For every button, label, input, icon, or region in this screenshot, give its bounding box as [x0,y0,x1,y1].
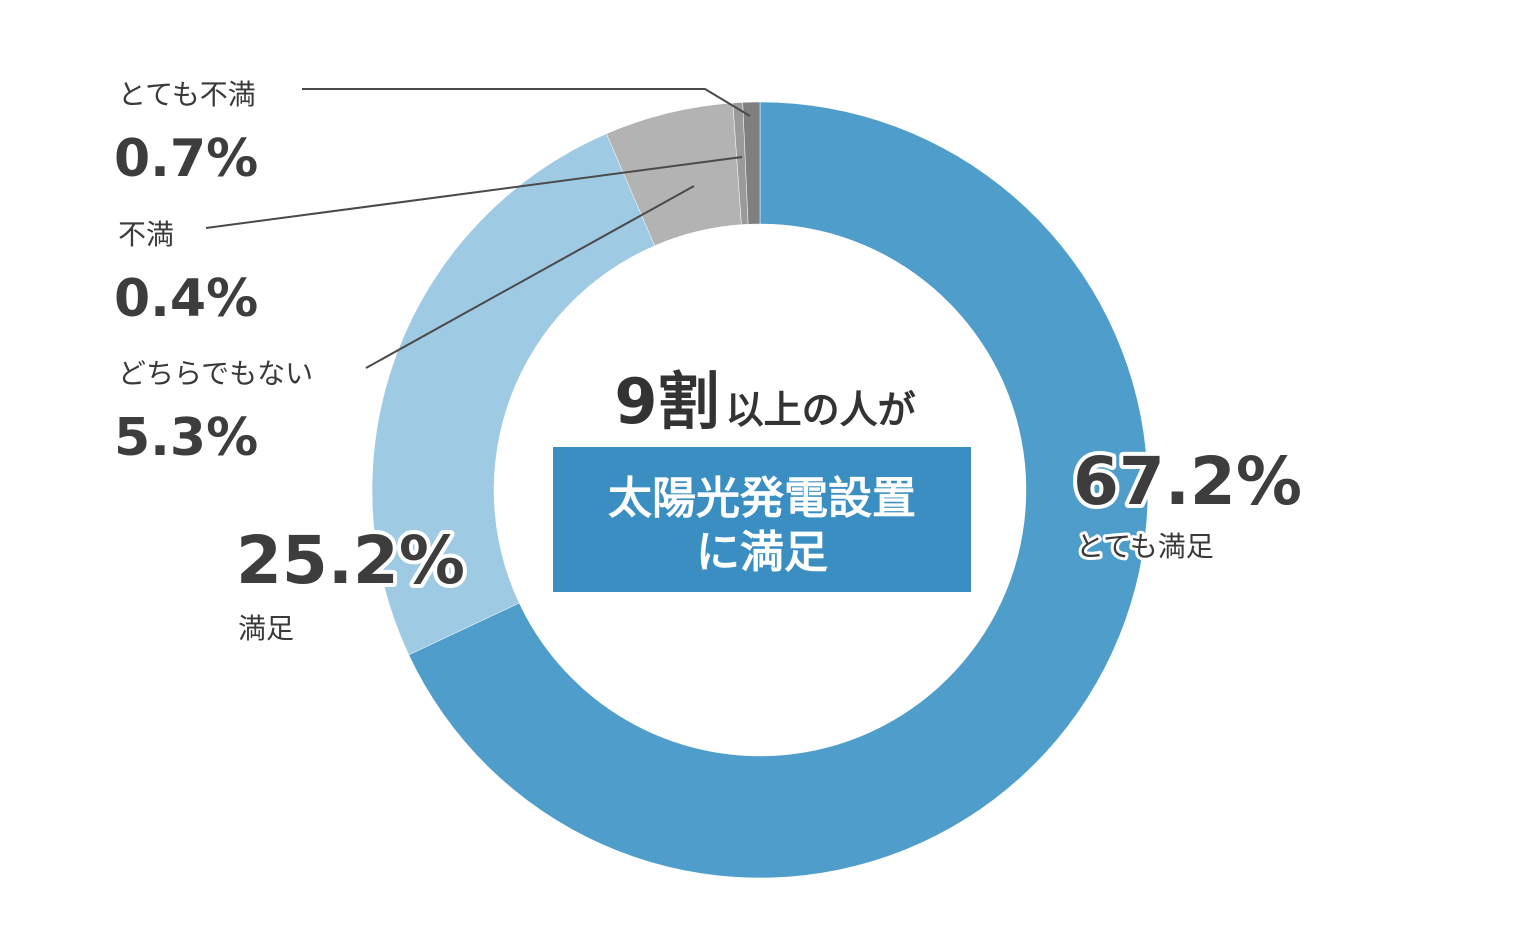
label-manzoku-name: 満足 [238,612,294,645]
donut-slices [371,101,1149,879]
leader-line-totemo-fuman [302,88,751,117]
center-headline: 9割 以上の人が [614,365,915,438]
center-box [553,447,971,592]
label-totemo-manzoku: 67.2% とても満足 [1069,439,1306,566]
label-manzoku-value: 25.2% [236,522,465,599]
label-totemo-fuman-value: 0.7% [114,129,258,189]
leader-lines [205,88,751,369]
label-fuman: 不満 0.4% [114,218,258,329]
label-dochira: どちらでもない 5.3% [114,357,313,468]
center-message: 9割 以上の人が 太陽光発電設置 に満足 [553,365,971,592]
label-totemo-manzoku-value: 67.2% [1073,443,1302,520]
leader-line-dochira [365,185,695,369]
label-totemo-fuman: とても不満 0.7% [114,78,258,189]
center-box-line-1: 太陽光発電設置 [608,473,916,524]
label-manzoku: 25.2% 満足 [232,518,469,648]
label-fuman-value: 0.4% [114,269,258,329]
label-totemo-fuman-name: とても不満 [118,78,256,111]
leader-line-fuman [205,156,743,229]
center-box-line-2: に満足 [696,527,828,578]
label-fuman-name: 不満 [118,218,174,251]
center-emphasis: 9割 [614,365,719,438]
label-totemo-manzoku-name: とても満足 [1076,530,1214,563]
slice-4-とても不満 [742,101,761,225]
center-text: 以上の人が [726,388,916,432]
label-dochira-name: どちらでもない [118,357,313,390]
label-dochira-value: 5.3% [114,408,258,468]
slice-1-満足 [371,133,656,656]
slice-0-とても満足 [408,101,1149,879]
